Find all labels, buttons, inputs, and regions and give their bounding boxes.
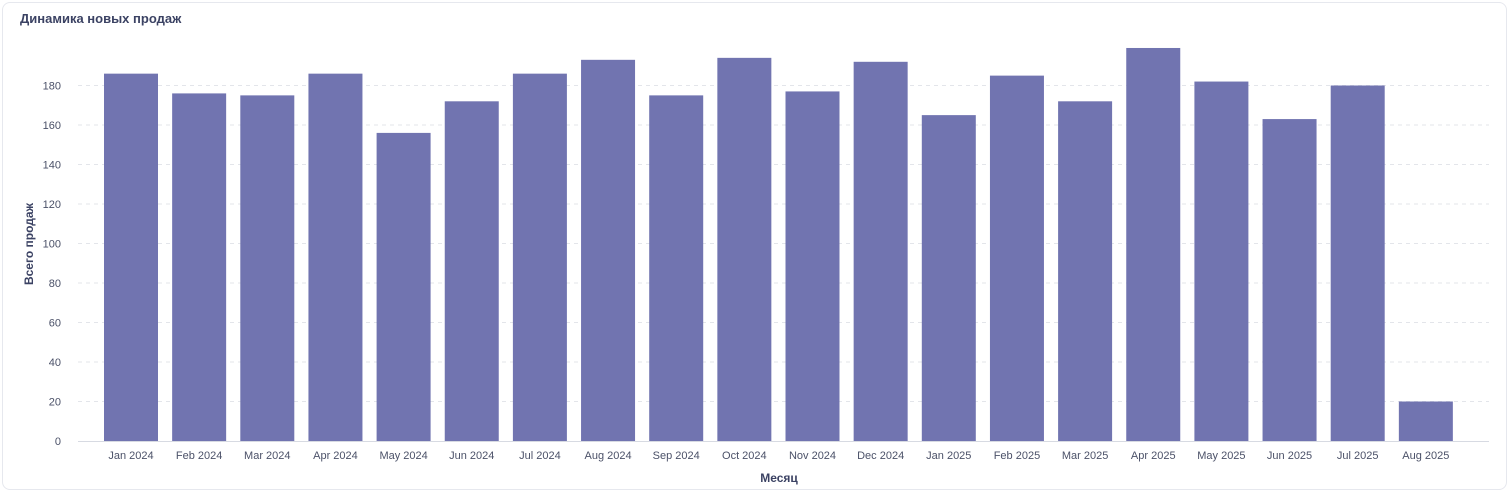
bar[interactable]: [1194, 81, 1249, 442]
y-axis-title: Всего продаж: [22, 202, 36, 285]
x-axis-title: Месяц: [760, 471, 798, 485]
y-tick-label: 140: [43, 160, 61, 172]
x-tick-label: Dec 2024: [857, 450, 904, 462]
bar[interactable]: [581, 59, 636, 441]
bar[interactable]: [717, 57, 772, 441]
y-tick-label: 0: [55, 436, 61, 448]
x-tick-label: Jul 2024: [519, 450, 561, 462]
y-axis-ticks: 0 20 40 60 80 100 120 140 160 180: [43, 81, 61, 449]
bar[interactable]: [172, 93, 227, 442]
x-tick-label: Jun 2024: [449, 450, 494, 462]
bar[interactable]: [853, 61, 908, 442]
bar[interactable]: [649, 95, 704, 441]
bar[interactable]: [512, 73, 567, 442]
bar[interactable]: [104, 73, 158, 442]
y-tick-label: 180: [43, 81, 61, 93]
x-tick-label: Mar 2025: [1062, 450, 1108, 462]
x-tick-label: Apr 2024: [313, 450, 358, 462]
x-tick-label: Feb 2024: [176, 450, 222, 462]
x-tick-label: Jan 2025: [926, 450, 971, 462]
y-tick-label: 60: [49, 318, 61, 330]
x-tick-label: May 2024: [379, 450, 427, 462]
x-tick-label: May 2025: [1197, 450, 1245, 462]
x-tick-label: Nov 2024: [789, 450, 836, 462]
x-tick-label: Jan 2024: [108, 450, 153, 462]
y-tick-label: 120: [43, 199, 61, 211]
bar[interactable]: [240, 95, 295, 441]
bar[interactable]: [1330, 85, 1385, 442]
x-tick-label: Jul 2025: [1337, 450, 1379, 462]
chart-title: Динамика новых продаж: [20, 11, 182, 26]
x-tick-label: Mar 2024: [244, 450, 290, 462]
x-tick-label: Sep 2024: [653, 450, 700, 462]
bar[interactable]: [921, 115, 976, 441]
bar[interactable]: [989, 75, 1044, 441]
x-tick-label: Jun 2025: [1267, 450, 1312, 462]
x-tick-label: Apr 2025: [1131, 450, 1176, 462]
bar[interactable]: [444, 101, 499, 442]
y-tick-label: 100: [43, 239, 61, 251]
x-tick-label: Aug 2025: [1402, 450, 1449, 462]
y-tick-label: 20: [49, 397, 61, 409]
y-tick-label: 160: [43, 120, 61, 132]
bar[interactable]: [1262, 119, 1317, 441]
bars: [104, 47, 1453, 442]
x-tick-label: Oct 2024: [722, 450, 767, 462]
y-tick-label: 40: [49, 357, 61, 369]
y-tick-label: 80: [49, 278, 61, 290]
bar[interactable]: [1126, 47, 1181, 441]
x-tick-label: Aug 2024: [584, 450, 631, 462]
bar[interactable]: [308, 73, 363, 442]
bar[interactable]: [1398, 401, 1453, 442]
bar[interactable]: [1058, 101, 1113, 442]
bar[interactable]: [785, 91, 840, 442]
x-tick-label: Feb 2025: [994, 450, 1040, 462]
bar[interactable]: [376, 132, 431, 441]
x-axis-ticks: Jan 2024 Feb 2024 Mar 2024 Apr 2024 May 2024…: [108, 450, 1449, 462]
